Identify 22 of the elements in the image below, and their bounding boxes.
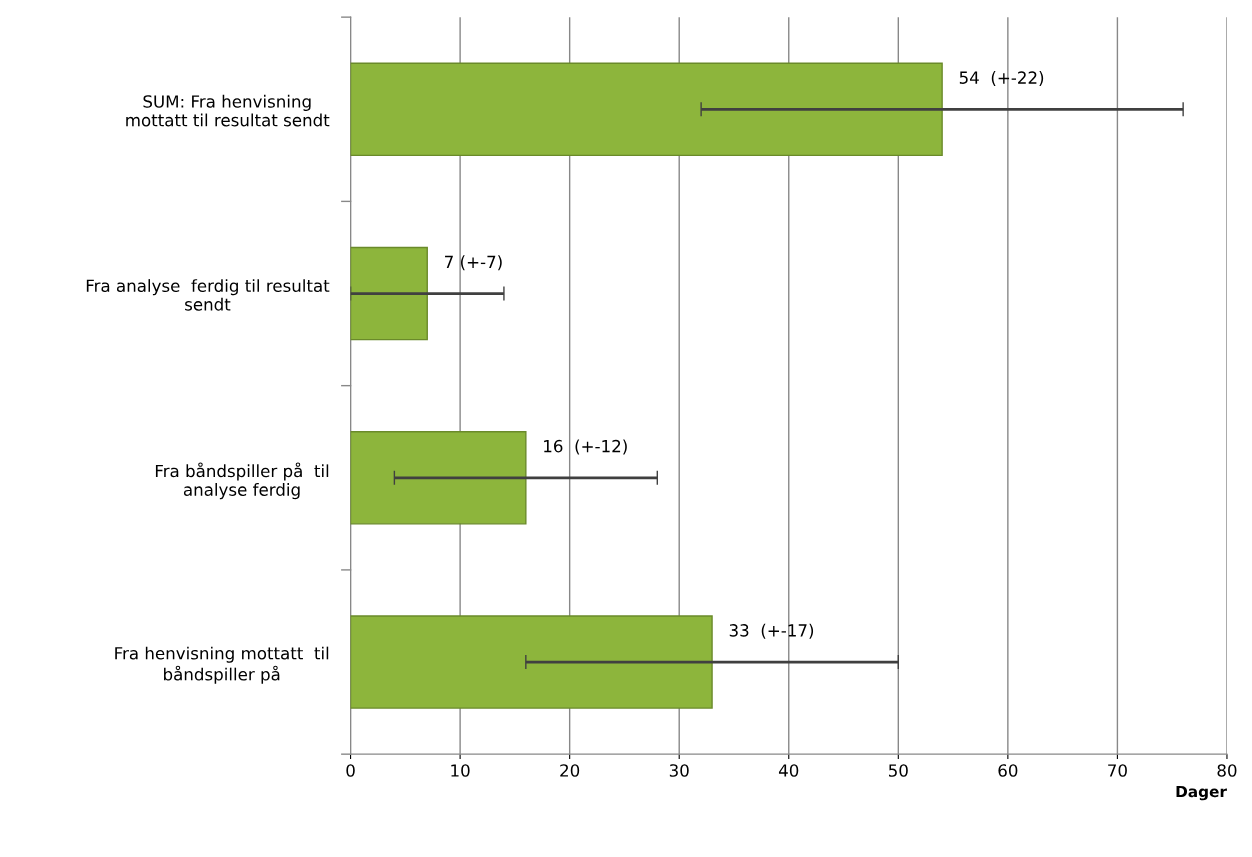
x-tick-label: 70 [1108, 764, 1127, 777]
bar [350, 246, 428, 341]
x-tick-label: 50 [888, 764, 908, 777]
x-tick-label: 20 [560, 764, 580, 777]
x-axis-title: Dager [1176, 785, 1227, 801]
x-tick-label: 0 [346, 764, 355, 777]
x-tick-label: 10 [451, 764, 470, 777]
x-tick-label: 60 [998, 764, 1018, 777]
y-tick-label: Fra analyse ferdig til resultat sendt [86, 279, 330, 311]
y-tick-label: SUM: Fra henvisning mottatt til resultat sendt [126, 94, 330, 127]
x-tick-label: 30 [669, 764, 689, 777]
x-tick-label: 40 [778, 764, 799, 777]
bar [350, 431, 527, 525]
bar [350, 615, 713, 709]
y-tick-label: Fra båndspiller på til analyse ferdig [155, 462, 329, 500]
x-tick-label: 80 [1217, 764, 1237, 777]
data-label: 7 (+-7) [445, 255, 502, 271]
data-label: 54 (+-22) [959, 71, 1044, 86]
data-label: 33 (+-17) [729, 623, 814, 639]
data-label: 16 (+-12) [544, 439, 627, 455]
bar [350, 62, 943, 157]
y-tick-label: Fra henvisning mottatt til båndspiller på [115, 646, 329, 684]
